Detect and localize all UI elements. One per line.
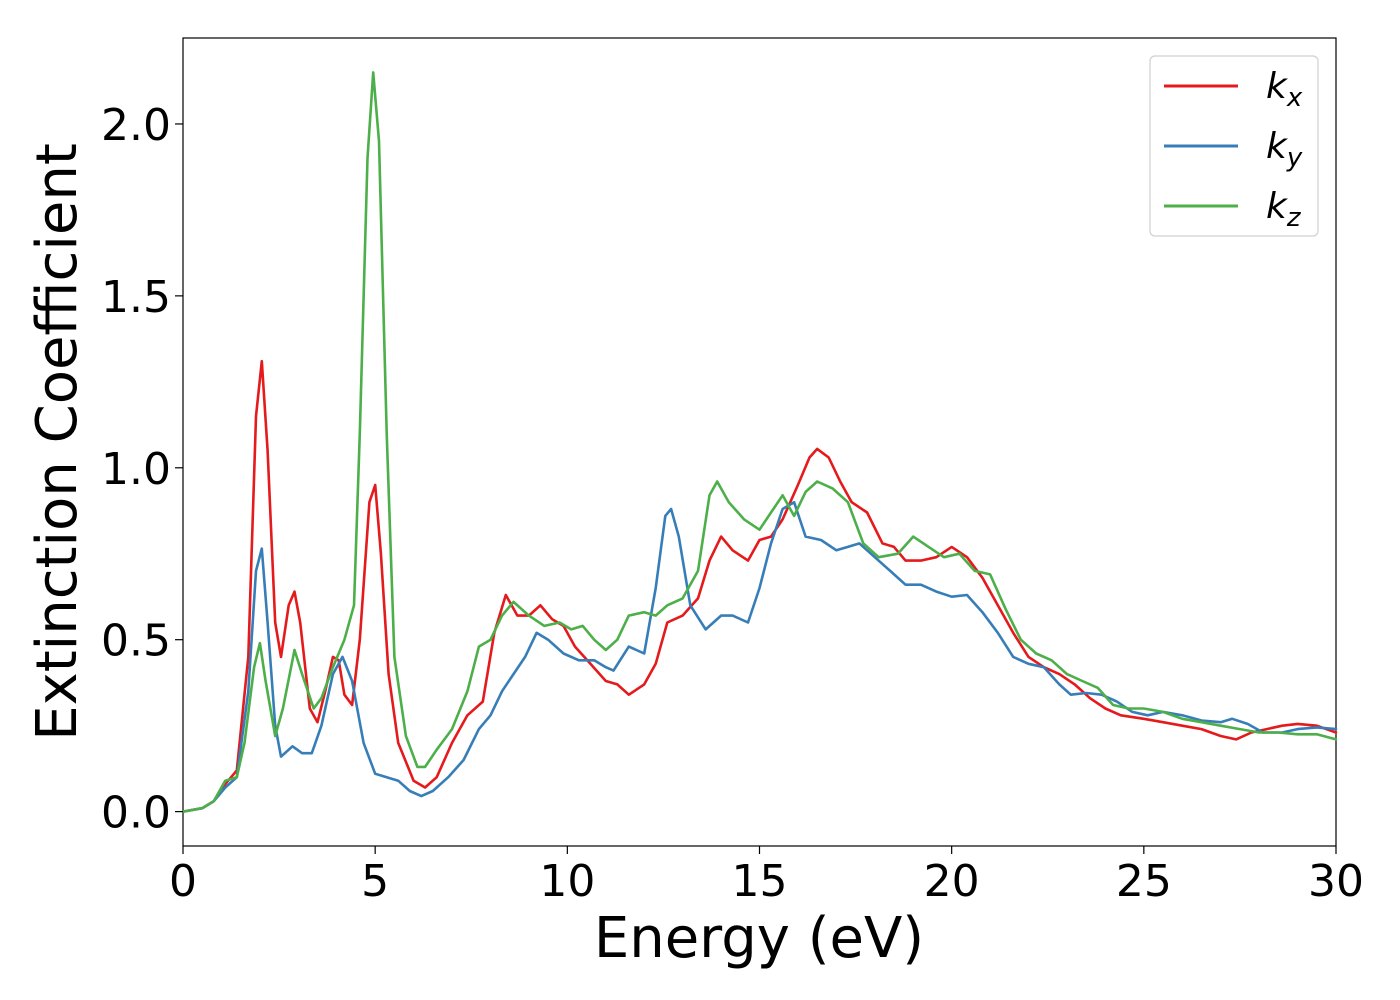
y-tick-label: 0.0 [101,788,171,839]
x-tick-label: 30 [1308,856,1364,907]
y-tick-label: 2.0 [101,100,171,151]
series-line-kz [181,71,1338,813]
x-tick-label: 25 [1116,856,1172,907]
y-axis-title: Extinction Coefficient [25,143,90,741]
x-tick-label: 0 [169,856,197,907]
legend: kx ky kz [1149,55,1319,237]
x-tick-label: 10 [539,856,595,907]
x-tick-label: 15 [732,856,788,907]
y-tick-label: 1.5 [101,272,171,323]
x-axis-title: Energy (eV) [594,906,924,971]
series-line-kx [181,359,1338,813]
plot-frame [182,37,1337,847]
x-axis: 0 5 10 15 20 25 30 [169,846,1364,907]
y-tick-label: 0.5 [101,616,171,667]
y-tick-label: 1.0 [101,444,171,495]
legend-label-ky: ky [1266,126,1303,173]
x-tick-label: 5 [361,856,389,907]
series-line-ky [181,500,1338,813]
series-group [181,71,1338,813]
legend-label-kx: kx [1266,66,1303,113]
x-tick-label: 20 [924,856,980,907]
legend-label-kz: kz [1266,186,1302,233]
plot-area [181,37,1338,847]
y-axis: 0.0 0.5 1.0 1.5 2.0 [101,100,183,839]
